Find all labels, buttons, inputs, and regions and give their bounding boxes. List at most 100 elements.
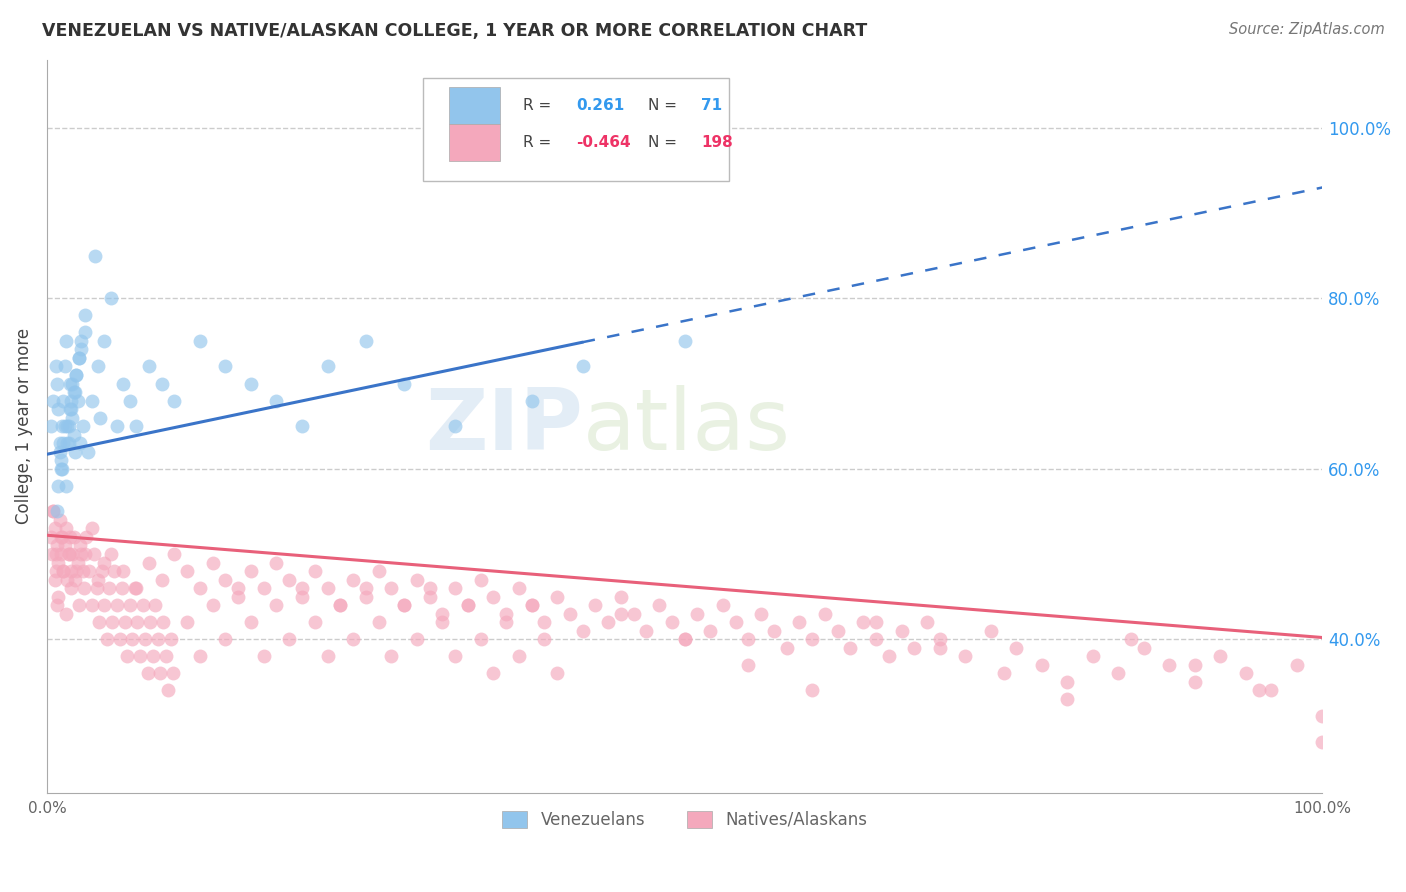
Point [266,393,288,408]
Point [55,479,77,493]
Point [53,419,76,434]
Point [96,632,118,647]
Point [839,640,862,655]
Point [162,666,184,681]
Point [51,530,73,544]
Point [155,649,177,664]
Point [801,683,824,698]
Point [49,547,72,561]
Point [993,666,1015,681]
Point [789,615,811,630]
Point [46,376,69,391]
Point [134,632,156,647]
Point [163,393,186,408]
Point [737,657,759,672]
Point [56,573,79,587]
Point [70,343,93,357]
Point [65,368,87,382]
Point [149,666,172,681]
Point [214,359,236,374]
Point [1312,734,1334,748]
Point [188,334,211,348]
Point [1312,709,1334,723]
Point [48,479,70,493]
Point [291,419,314,434]
Point [915,615,938,630]
Point [598,615,620,630]
Point [60,581,83,595]
Point [470,573,492,587]
Point [201,556,224,570]
Point [176,564,198,578]
Point [142,649,165,664]
Point [44,521,66,535]
Point [266,598,288,612]
Point [63,384,86,399]
Point [533,632,555,647]
Point [495,615,517,630]
Point [138,556,160,570]
Point [62,530,84,544]
Point [814,607,837,621]
Point [354,590,377,604]
Point [188,649,211,664]
Point [1209,649,1232,664]
Point [60,564,83,578]
Point [188,581,211,595]
Point [112,376,135,391]
Point [93,598,115,612]
Point [93,334,115,348]
Point [955,649,977,664]
Point [1247,683,1270,698]
Point [53,539,76,553]
Point [636,624,658,638]
Point [48,513,70,527]
Point [125,581,148,595]
Point [70,334,93,348]
Point [444,649,467,664]
Point [75,326,97,340]
Point [928,640,950,655]
Text: VENEZUELAN VS NATIVE/ALASKAN COLLEGE, 1 YEAR OR MORE CORRELATION CHART: VENEZUELAN VS NATIVE/ALASKAN COLLEGE, 1 … [42,22,868,40]
Point [56,419,79,434]
Point [508,581,530,595]
Point [240,615,263,630]
Point [852,615,875,630]
Point [648,598,671,612]
Point [86,581,108,595]
Point [495,607,517,621]
Point [240,564,263,578]
Point [55,334,77,348]
Y-axis label: College, 1 year or more: College, 1 year or more [15,328,32,524]
Point [304,615,326,630]
Point [329,598,352,612]
Point [623,607,645,621]
Point [980,624,1002,638]
Point [1119,632,1142,647]
Point [157,683,180,698]
Point [138,359,160,374]
Point [69,436,91,450]
Point [70,547,93,561]
Point [354,581,377,595]
Point [291,581,314,595]
Point [75,308,97,322]
Point [304,564,326,578]
Point [72,419,94,434]
Point [214,573,236,587]
Point [152,615,174,630]
Point [56,436,79,450]
Point [342,573,364,587]
Point [87,359,110,374]
Point [80,521,103,535]
Point [118,598,141,612]
Point [405,573,427,587]
Point [432,607,454,621]
Point [392,598,415,612]
Point [1056,692,1078,706]
Point [890,624,912,638]
Point [610,590,633,604]
Point [1081,649,1104,664]
Point [39,530,62,544]
Point [354,334,377,348]
